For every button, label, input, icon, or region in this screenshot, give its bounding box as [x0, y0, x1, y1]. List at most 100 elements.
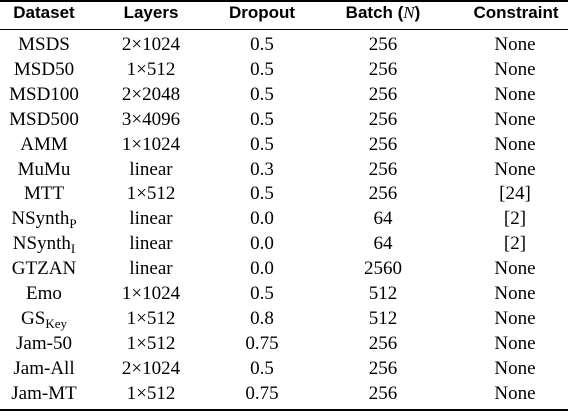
- table-top-rule: [0, 0, 568, 2]
- cell-layers: 1×512: [126, 332, 176, 354]
- cell-dataset-name: GS: [21, 307, 46, 329]
- cell-layers: linear: [129, 158, 173, 180]
- cell-batch: 2560: [364, 258, 402, 280]
- header-dataset: Dataset: [13, 3, 75, 22]
- cell-batch: 64: [373, 233, 393, 255]
- cell-batch: 256: [368, 133, 398, 155]
- header-batch-var: N: [403, 3, 415, 22]
- cell-dataset: MSD100: [0, 82, 88, 107]
- cell-constraint: None: [494, 332, 536, 354]
- cell-dataset-name: MuMu: [17, 158, 71, 180]
- cell-constraint: None: [494, 382, 536, 404]
- cell-constraint: [2]: [503, 233, 527, 255]
- table-row: NSynthP linear 0.0 64 [2]: [0, 206, 568, 231]
- table-header-rule: [0, 29, 568, 30]
- cell-dataset-name: Jam-50: [16, 332, 72, 354]
- cell-dropout: 0.3: [250, 158, 274, 180]
- cell-layers: 3×4096: [121, 108, 181, 130]
- cell-dataset-name: MSD500: [9, 108, 79, 130]
- cell-layers: 2×2048: [121, 83, 181, 105]
- cell-dataset-name: Emo: [26, 283, 62, 304]
- cell-dataset: MTT: [0, 181, 88, 206]
- cell-dataset: Jam-50: [0, 331, 88, 356]
- cell-dropout: 0.5: [250, 183, 274, 205]
- cell-dataset: MSDS: [0, 32, 88, 57]
- cell-constraint: [2]: [503, 208, 527, 230]
- header-batch-suffix: ): [414, 3, 421, 22]
- cell-layers: 1×1024: [121, 283, 181, 304]
- header-batch-prefix: Batch (: [345, 3, 404, 22]
- cell-dataset: MSD50: [0, 57, 88, 82]
- table-row: Jam-All 2×1024 0.5 256 None: [0, 356, 568, 381]
- cell-dropout: 0.5: [250, 283, 274, 304]
- cell-dataset-name: NSynth: [11, 208, 70, 230]
- cell-dataset: MSD500: [0, 107, 88, 132]
- cell-dataset-subscript: P: [69, 216, 77, 232]
- cell-constraint: None: [494, 108, 536, 130]
- cell-dataset-name: Jam-MT: [11, 382, 77, 404]
- header-constraint: Constraint: [473, 3, 559, 22]
- cell-dropout: 0.75: [245, 382, 279, 404]
- cell-batch: 256: [368, 58, 398, 80]
- table-row: Emo 1×1024 0.5 512 None: [0, 281, 568, 306]
- table-row: Jam-50 1×512 0.75 256 None: [0, 331, 568, 356]
- table-header-row: Dataset Layers Dropout Batch (N) Constra…: [0, 0, 568, 25]
- cell-dataset: MuMu: [0, 157, 88, 182]
- cell-dataset: Emo: [0, 281, 88, 306]
- cell-constraint: None: [494, 307, 536, 329]
- cell-dropout: 0.5: [250, 83, 274, 105]
- cell-dataset-name: NSynth: [12, 233, 71, 255]
- cell-dataset-name: AMM: [20, 133, 68, 155]
- table-row: GSKey 1×512 0.8 512 None: [0, 306, 568, 331]
- cell-constraint: None: [494, 58, 536, 80]
- table-row: MSD100 2×2048 0.5 256 None: [0, 82, 568, 107]
- cell-constraint: None: [494, 357, 536, 379]
- table-row: Jam-MT 1×512 0.75 256 None: [0, 381, 568, 406]
- table-bottom-rule: [0, 409, 568, 411]
- cell-dataset: Jam-MT: [0, 381, 88, 406]
- header-dropout: Dropout: [228, 3, 296, 22]
- table-row: NSynthI linear 0.0 64 [2]: [0, 231, 568, 256]
- cell-dataset: GSKey: [0, 306, 88, 331]
- table-row: MuMu linear 0.3 256 None: [0, 157, 568, 182]
- cell-batch: 256: [368, 332, 398, 354]
- cell-constraint: [24]: [499, 183, 531, 205]
- cell-dropout: 0.5: [250, 34, 274, 55]
- table-row: MTT 1×512 0.5 256 [24]: [0, 181, 568, 206]
- cell-dropout: 0.0: [250, 258, 274, 280]
- cell-constraint: None: [494, 258, 536, 280]
- cell-batch: 256: [368, 34, 398, 55]
- cell-dropout: 0.5: [250, 58, 274, 80]
- table-row: MSD500 3×4096 0.5 256 None: [0, 107, 568, 132]
- cell-layers: 2×1024: [121, 34, 181, 55]
- cell-constraint: None: [494, 83, 536, 105]
- cell-dropout: 0.0: [250, 208, 274, 230]
- cell-constraint: None: [494, 158, 536, 180]
- cell-dataset-name: Jam-All: [13, 357, 75, 379]
- cell-dropout: 0.5: [250, 357, 274, 379]
- cell-layers: 2×1024: [121, 357, 181, 379]
- cell-layers: 1×512: [126, 183, 176, 205]
- cell-layers: 1×512: [126, 307, 176, 329]
- cell-constraint: None: [494, 283, 536, 304]
- cell-batch: 256: [368, 382, 398, 404]
- cell-dataset-name: MSDS: [18, 34, 70, 55]
- cell-dataset: AMM: [0, 132, 88, 157]
- cell-batch: 256: [368, 183, 398, 205]
- header-batch: Batch (N): [322, 0, 444, 25]
- cell-batch: 256: [368, 83, 398, 105]
- header-layers: Layers: [123, 3, 179, 22]
- cell-constraint: None: [494, 34, 536, 55]
- cell-dropout: 0.0: [250, 233, 274, 255]
- cell-dropout: 0.75: [245, 332, 279, 354]
- cell-dataset-name: GTZAN: [11, 258, 77, 280]
- cell-layers: 1×512: [126, 382, 176, 404]
- cell-batch: 256: [368, 357, 398, 379]
- table-row: MSDS 2×1024 0.5 256 None: [0, 32, 568, 57]
- cell-layers: linear: [129, 258, 173, 280]
- cell-dropout: 0.5: [250, 133, 274, 155]
- table-row: AMM 1×1024 0.5 256 None: [0, 132, 568, 157]
- cell-layers: linear: [129, 233, 173, 255]
- cell-batch: 512: [368, 283, 398, 304]
- cell-layers: 1×512: [126, 58, 176, 80]
